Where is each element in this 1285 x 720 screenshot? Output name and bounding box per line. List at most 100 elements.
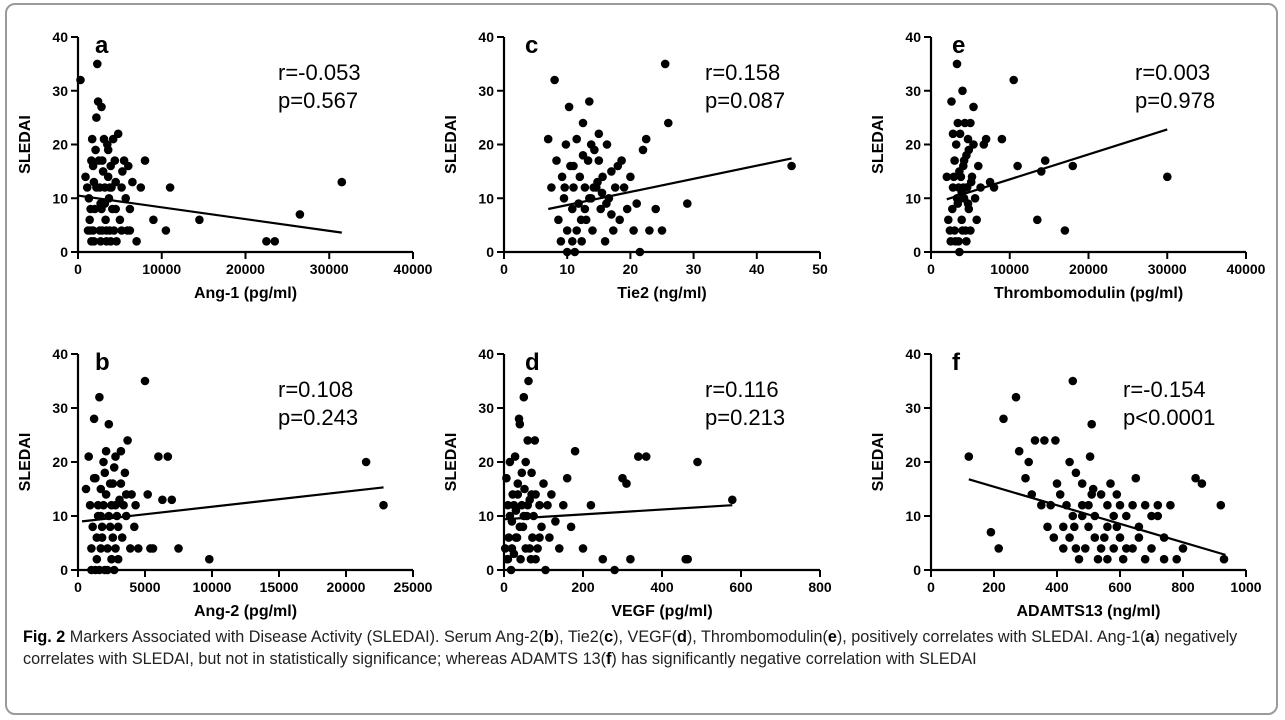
data-point — [1217, 501, 1226, 510]
x-axis-label: Ang-2 (pg/ml) — [194, 603, 297, 620]
data-point — [110, 226, 119, 235]
data-point — [76, 76, 85, 85]
data-point — [531, 436, 540, 445]
data-point — [944, 216, 953, 225]
data-point — [581, 183, 590, 192]
data-point — [547, 490, 556, 499]
data-point — [965, 452, 974, 461]
data-point — [587, 501, 596, 510]
data-point — [559, 501, 568, 510]
data-point — [114, 523, 123, 532]
data-point — [93, 555, 102, 564]
data-point — [560, 183, 569, 192]
data-point — [658, 226, 667, 235]
x-tick-label: 10000 — [142, 261, 181, 277]
data-point — [1122, 512, 1131, 521]
x-tick-label: 800 — [808, 579, 832, 595]
data-point — [544, 135, 553, 144]
data-point — [123, 436, 132, 445]
data-point — [1070, 523, 1079, 532]
data-point — [579, 119, 588, 128]
data-point — [1172, 555, 1181, 564]
data-point — [296, 210, 305, 219]
data-point — [948, 205, 957, 214]
data-point — [111, 544, 120, 553]
y-tick-label: 30 — [478, 400, 494, 416]
y-tick-label: 40 — [52, 346, 68, 362]
data-point — [162, 226, 171, 235]
data-point — [557, 237, 566, 246]
x-tick-label: 200 — [982, 579, 1006, 595]
data-point — [1128, 501, 1137, 510]
data-point — [1163, 173, 1172, 182]
data-point — [567, 523, 576, 532]
data-point — [966, 226, 975, 235]
caption-fragment: ), positively correlates with SLEDAI. An… — [837, 628, 1146, 646]
data-point — [1013, 162, 1022, 171]
data-point — [972, 216, 981, 225]
y-tick-label: 20 — [905, 454, 921, 470]
data-point — [525, 544, 534, 553]
data-point — [529, 512, 538, 521]
stat-r: r=-0.053 — [278, 60, 361, 85]
data-point — [1040, 436, 1049, 445]
data-point — [90, 474, 99, 483]
data-point — [610, 566, 619, 575]
data-point — [728, 496, 737, 505]
data-point — [117, 183, 126, 192]
stat-r: r=0.158 — [705, 60, 780, 85]
x-tick-label: 20000 — [327, 579, 366, 595]
data-point — [1091, 533, 1100, 542]
data-point — [622, 479, 631, 488]
data-point — [523, 501, 532, 510]
x-tick-label: 5000 — [129, 579, 160, 595]
data-point — [117, 479, 126, 488]
data-point — [954, 119, 963, 128]
x-tick-label: 20 — [623, 261, 639, 277]
data-point — [154, 452, 163, 461]
data-point — [126, 544, 135, 553]
data-point — [987, 528, 996, 537]
data-point — [1109, 544, 1118, 553]
y-tick-label: 0 — [486, 244, 494, 260]
data-point — [131, 501, 140, 510]
data-point — [518, 469, 527, 478]
data-point — [958, 87, 967, 96]
x-tick-label: 25000 — [394, 579, 433, 595]
data-point — [632, 199, 641, 208]
data-point — [87, 544, 96, 553]
data-point — [563, 248, 572, 257]
y-tick-label: 10 — [52, 190, 68, 206]
data-point — [1116, 533, 1125, 542]
data-point — [563, 226, 572, 235]
panel-b: 0102030400 5000 10000 15000 20000 25000Ang-2 … — [17, 346, 433, 620]
data-point — [504, 555, 513, 564]
data-point — [1106, 479, 1115, 488]
data-point — [520, 393, 529, 402]
data-point — [611, 183, 620, 192]
data-point — [554, 216, 563, 225]
data-point — [952, 140, 961, 149]
data-point — [118, 533, 127, 542]
data-point — [1050, 533, 1059, 542]
data-point — [693, 458, 702, 467]
data-point — [1075, 555, 1084, 564]
data-point — [85, 216, 94, 225]
caption-fragment: ), Tie2( — [554, 628, 604, 646]
data-point — [1087, 490, 1096, 499]
x-tick-label: 200 — [571, 579, 595, 595]
data-point — [629, 226, 638, 235]
y-axis-label: SLEDAI — [443, 433, 460, 492]
data-point — [642, 135, 651, 144]
data-point — [617, 156, 626, 165]
panel-letter: c — [525, 32, 538, 59]
x-tick-label: 30000 — [310, 261, 349, 277]
data-point — [99, 458, 108, 467]
data-point — [533, 544, 542, 553]
data-point — [1024, 458, 1033, 467]
data-point — [520, 485, 529, 494]
data-point — [651, 205, 660, 214]
x-axis-label: Tie2 (ng/ml) — [617, 285, 707, 302]
data-point — [101, 469, 110, 478]
x-tick-label: 800 — [1171, 579, 1195, 595]
